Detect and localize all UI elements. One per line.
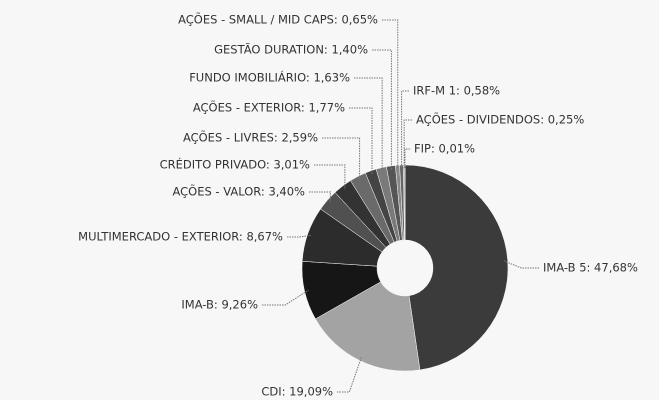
slice-label: AÇÕES - EXTERIOR: 1,77% bbox=[193, 100, 345, 115]
leader-line bbox=[322, 137, 361, 181]
leader-line bbox=[372, 49, 392, 170]
slice-label: MULTIMERCADO - EXTERIOR: 8,67% bbox=[78, 230, 283, 244]
slice-label: CRÉDITO PRIVADO: 3,01% bbox=[160, 157, 310, 172]
leader-line bbox=[382, 19, 399, 170]
slice-label: AÇÕES - DIVIDENDOS: 0,25% bbox=[416, 112, 584, 127]
leader-line bbox=[309, 191, 331, 203]
leader-line bbox=[262, 289, 309, 306]
leader-line bbox=[337, 356, 363, 393]
slice-label: AÇÕES - SMALL / MID CAPS: 0,65% bbox=[178, 12, 378, 27]
slice-label: IMA-B: 9,26% bbox=[181, 298, 258, 312]
leader-line bbox=[404, 148, 410, 169]
leader-line bbox=[314, 164, 346, 190]
slice-label: CDI: 19,09% bbox=[261, 385, 333, 399]
leader-line bbox=[349, 107, 373, 175]
leader-line bbox=[403, 119, 412, 170]
slice-label: GESTÃO DURATION: 1,40% bbox=[214, 42, 368, 57]
slice-label: FIP: 0,01% bbox=[414, 142, 475, 156]
slice-label: AÇÕES - VALOR: 3,40% bbox=[172, 184, 305, 199]
leader-line bbox=[354, 77, 383, 172]
slice-label: FUNDO IMOBILIÁRIO: 1,63% bbox=[189, 70, 350, 85]
slice bbox=[404, 164, 509, 371]
leader-line bbox=[503, 260, 539, 269]
slice-label: IMA-B 5: 47,68% bbox=[543, 261, 638, 275]
slice-label: AÇÕES - LIVRES: 2,59% bbox=[183, 130, 318, 145]
slice-label: IRF-M 1: 0,58% bbox=[413, 84, 500, 98]
leader-line bbox=[287, 234, 312, 238]
